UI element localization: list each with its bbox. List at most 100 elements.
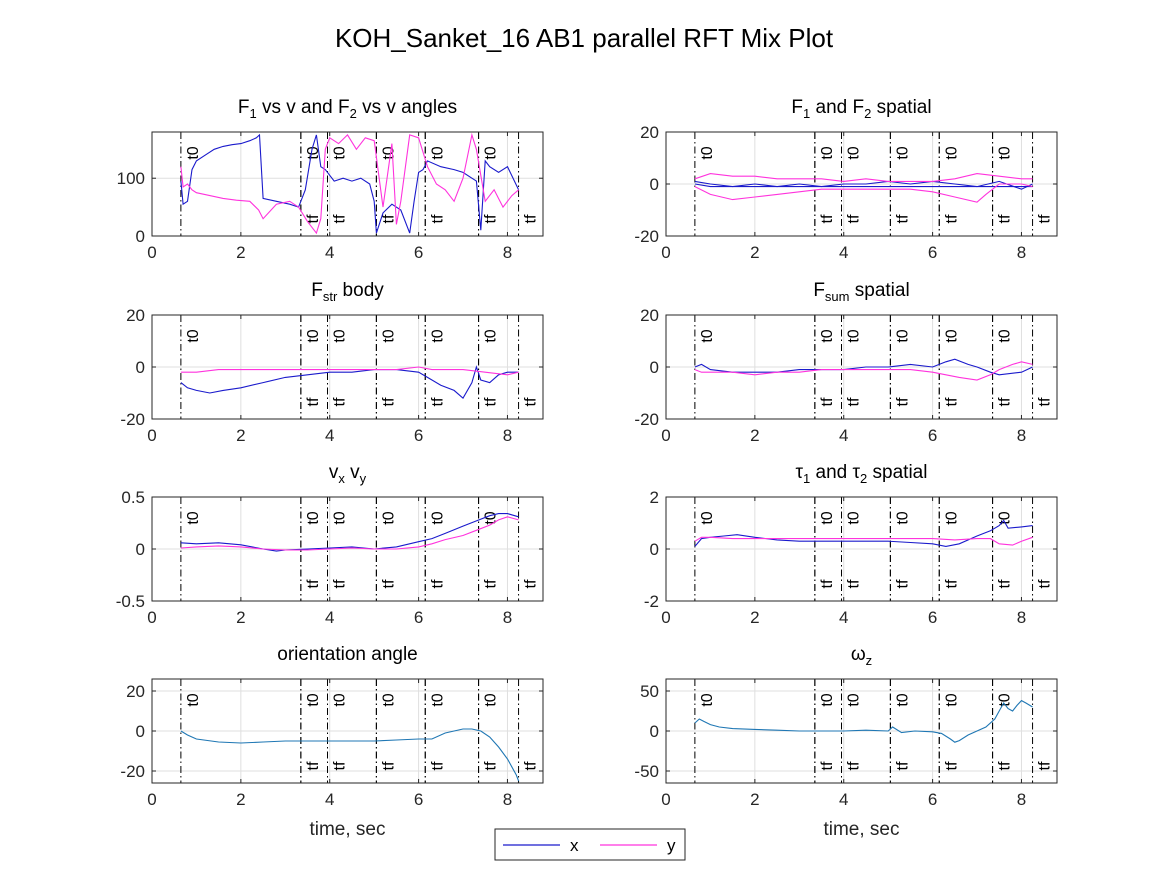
t0-marker-label: t0: [483, 329, 500, 342]
t0-marker-label: t0: [429, 511, 446, 524]
series-line-2: [694, 361, 1033, 381]
tf-marker-label: tf: [943, 214, 960, 223]
legend-label-y: y: [667, 836, 676, 855]
tf-marker-label: tf: [943, 579, 960, 588]
t0-marker-label: t0: [997, 146, 1014, 159]
t0-marker-label: t0: [997, 329, 1014, 342]
x-tick-label: 0: [147, 608, 156, 627]
series-line-2: [180, 132, 519, 235]
x-tick-label: 0: [661, 426, 670, 445]
t0-marker-label: t0: [380, 693, 397, 706]
x-tick-label: 6: [928, 790, 937, 809]
tf-marker-label: tf: [894, 397, 911, 406]
tf-marker-label: tf: [483, 397, 500, 406]
x-tick-label: 4: [325, 243, 334, 262]
x-tick-label: 0: [147, 243, 156, 262]
x-tick-label: 2: [236, 243, 245, 262]
tf-marker-label: tf: [483, 579, 500, 588]
t0-marker-label: t0: [185, 693, 202, 706]
t0-marker-label: t0: [305, 693, 322, 706]
subplot-title: ωz: [851, 644, 872, 668]
t0-marker-label: t0: [819, 511, 836, 524]
subplot-title: Fsum spatial: [813, 280, 909, 304]
t0-marker-label: t0: [846, 511, 863, 524]
x-axis-label: time, sec: [309, 819, 385, 840]
x-tick-label: 2: [236, 426, 245, 445]
x-tick-label: 2: [236, 790, 245, 809]
tf-marker-label: tf: [846, 214, 863, 223]
t0-marker-label: t0: [305, 146, 322, 159]
t0-marker-label: t0: [483, 693, 500, 706]
subplot-title: vx vy: [329, 462, 367, 486]
tf-marker-label: tf: [1037, 397, 1054, 406]
tf-marker-label: tf: [332, 761, 349, 770]
tf-marker-label: tf: [523, 579, 540, 588]
tf-marker-label: tf: [523, 761, 540, 770]
tf-marker-label: tf: [305, 397, 322, 406]
x-tick-label: 6: [414, 426, 423, 445]
tf-marker-label: tf: [819, 579, 836, 588]
tf-marker-label: tf: [997, 761, 1014, 770]
y-tick-label: 2: [650, 488, 659, 507]
t0-marker-label: t0: [699, 511, 716, 524]
x-tick-label: 2: [750, 426, 759, 445]
x-tick-label: 8: [503, 608, 512, 627]
t0-marker-label: t0: [185, 329, 202, 342]
x-axis-label: time, sec: [823, 819, 899, 840]
series-line-1: [180, 365, 519, 400]
t0-marker-label: t0: [305, 511, 322, 524]
y-tick-label: 20: [640, 123, 659, 142]
tf-marker-label: tf: [429, 397, 446, 406]
t0-marker-label: t0: [894, 511, 911, 524]
x-tick-label: 4: [839, 243, 848, 262]
x-tick-label: 0: [661, 608, 670, 627]
y-tick-label: 20: [126, 306, 145, 325]
t0-marker-label: t0: [429, 329, 446, 342]
t0-marker-label: t0: [943, 329, 960, 342]
t0-marker-label: t0: [305, 329, 322, 342]
x-tick-label: 4: [325, 608, 334, 627]
t0-marker-label: t0: [894, 329, 911, 342]
x-tick-label: 4: [325, 426, 334, 445]
t0-marker-label: t0: [380, 146, 397, 159]
y-tick-label: -50: [634, 762, 659, 781]
t0-marker-label: t0: [699, 146, 716, 159]
x-tick-label: 2: [750, 790, 759, 809]
y-tick-label: 0: [650, 358, 659, 377]
subplot-title: orientation angle: [277, 644, 418, 665]
tf-marker-label: tf: [943, 761, 960, 770]
y-tick-label: 100: [117, 169, 145, 188]
legend: x y: [494, 828, 686, 861]
tf-marker-label: tf: [380, 579, 397, 588]
t0-marker-label: t0: [483, 146, 500, 159]
t0-marker-label: t0: [332, 329, 349, 342]
axes-frame: [151, 131, 544, 237]
x-tick-label: 6: [414, 243, 423, 262]
tf-marker-label: tf: [523, 214, 540, 223]
tf-marker-label: tf: [380, 397, 397, 406]
t0-marker-label: t0: [846, 329, 863, 342]
subplot-title: F1 vs v and F2 vs v angles: [238, 97, 457, 121]
t0-marker-label: t0: [819, 329, 836, 342]
tf-marker-label: tf: [332, 214, 349, 223]
y-tick-label: -2: [644, 592, 659, 611]
tf-marker-label: tf: [483, 214, 500, 223]
tf-marker-label: tf: [429, 214, 446, 223]
t0-marker-label: t0: [846, 693, 863, 706]
x-tick-label: 6: [928, 608, 937, 627]
tf-marker-label: tf: [305, 214, 322, 223]
tf-marker-label: tf: [523, 397, 540, 406]
tf-marker-label: tf: [894, 761, 911, 770]
series-line-2: [694, 536, 1033, 546]
t0-marker-label: t0: [185, 146, 202, 159]
y-tick-label: -20: [120, 410, 145, 429]
y-tick-label: 20: [640, 306, 659, 325]
series-line-2: [694, 180, 1033, 190]
t0-marker-label: t0: [380, 329, 397, 342]
y-tick-label: 0: [650, 540, 659, 559]
